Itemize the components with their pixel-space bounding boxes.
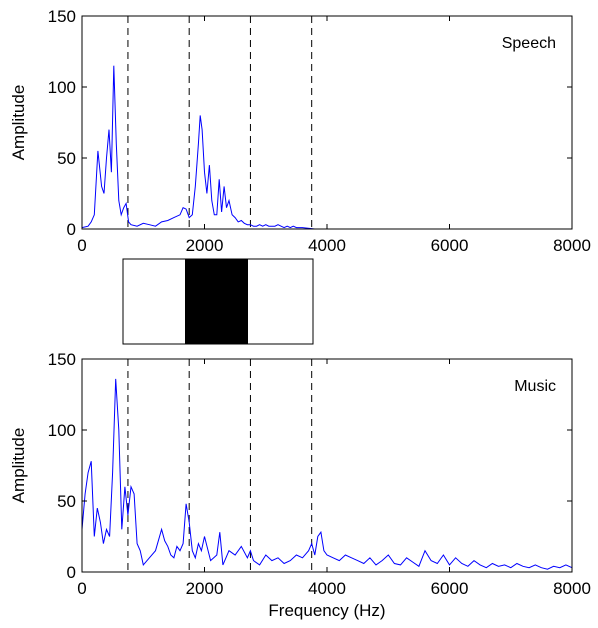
music-ytick-label-2: 100	[48, 421, 76, 440]
speech-ytick-label-0: 0	[67, 220, 76, 239]
speech-xtick-label-3: 6000	[431, 236, 469, 255]
speech-ytick-label-3: 150	[48, 7, 76, 26]
speech-xtick-label-1: 2000	[186, 236, 224, 255]
music-series-line	[81, 378, 573, 570]
music-ytick-label-3: 150	[48, 350, 76, 369]
music-xlabel: Frequency (Hz)	[268, 601, 385, 620]
speech-xtick-label-0: 0	[77, 236, 86, 255]
band-box-fill	[185, 259, 248, 344]
music-xtick-label-4: 8000	[553, 579, 591, 598]
speech-series-line	[81, 65, 572, 230]
speech-xtick-label-4: 8000	[553, 236, 591, 255]
speech-panel-label: Speech	[502, 35, 556, 52]
music-xtick-label-2: 4000	[308, 579, 346, 598]
music-ytick-label-0: 0	[67, 563, 76, 582]
speech-panel: 0 2000 4000 6000 8000 0 50 100 150 Amplitude Speec…	[9, 7, 591, 255]
music-ytick-label-1: 50	[57, 492, 76, 511]
speech-xtick-label-2: 4000	[308, 236, 346, 255]
band-indicator	[122, 258, 314, 345]
speech-ytick-label-2: 100	[48, 78, 76, 97]
music-xtick-label-3: 6000	[431, 579, 469, 598]
music-xtick-label-1: 2000	[186, 579, 224, 598]
music-panel: 0 2000 4000 6000 8000 0 50 100 150 Amplitude Music…	[9, 350, 591, 620]
music-xtick-label-0: 0	[77, 579, 86, 598]
speech-axes-frame	[81, 15, 573, 230]
music-ylabel: Amplitude	[9, 428, 28, 504]
speech-ytick-label-1: 50	[57, 149, 76, 168]
music-axes-frame	[81, 358, 573, 573]
speech-ylabel: Amplitude	[9, 85, 28, 161]
music-panel-label: Music	[514, 378, 556, 395]
